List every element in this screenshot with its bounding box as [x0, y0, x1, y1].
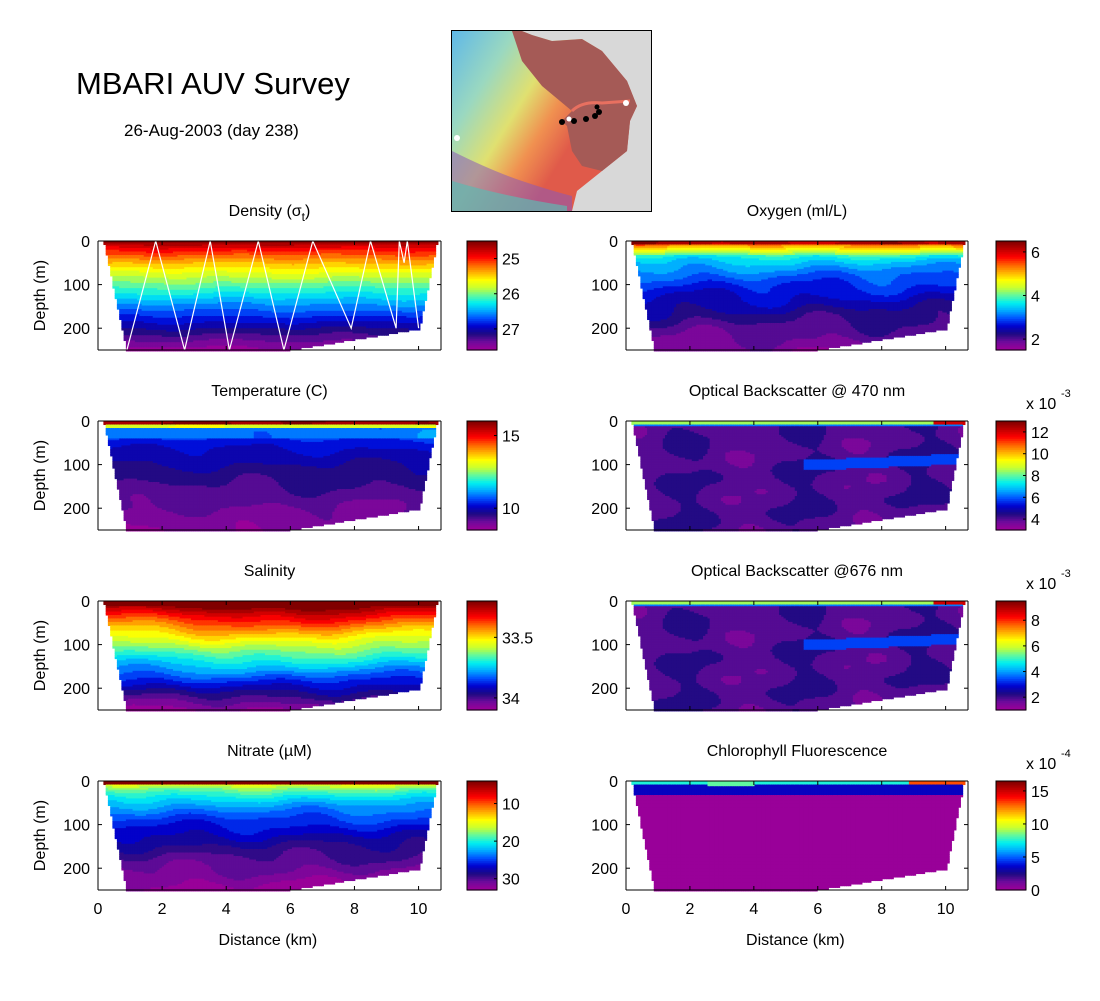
charts-canvas: 0100200Density (σt)Depth (m) 252627010020… [0, 0, 1100, 1001]
